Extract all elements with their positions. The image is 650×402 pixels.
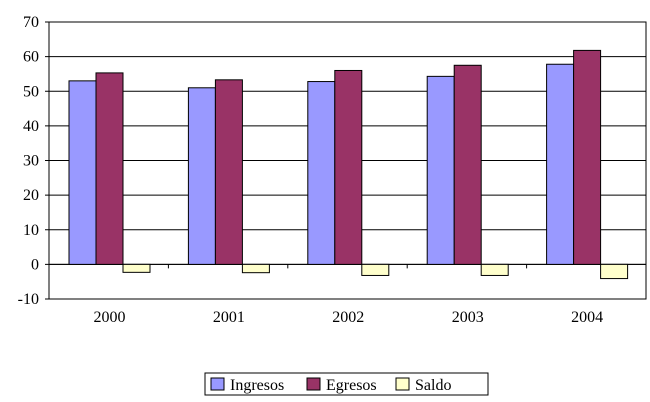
x-tick-label: 2002 [332, 309, 364, 326]
bar-egresos-2004 [573, 49, 602, 265]
legend-label-ingresos: Ingresos [230, 377, 284, 394]
legend-swatch-ingresos [210, 377, 225, 391]
y-tick-label: 60 [23, 49, 39, 66]
y-tick-label: 40 [23, 118, 39, 135]
bar-ingresos-2004 [546, 63, 575, 265]
x-tick-label: 2001 [213, 309, 245, 326]
bar-saldo-2001 [241, 263, 270, 274]
legend [204, 372, 489, 396]
bar-egresos-2000 [95, 72, 124, 265]
legend-label-egresos: Egresos [326, 377, 377, 394]
bar-ingresos-2003 [426, 75, 455, 265]
y-tick-label: 0 [31, 256, 39, 273]
y-tick-label: 20 [23, 187, 39, 204]
y-tick-label: -10 [18, 291, 39, 308]
bar-ingresos-2000 [68, 80, 97, 265]
bar-saldo-2002 [361, 263, 390, 276]
y-tick-label: 10 [23, 222, 39, 239]
bar-ingresos-2001 [187, 87, 216, 265]
bar-saldo-2003 [480, 263, 509, 276]
y-tick-label: 50 [23, 83, 39, 100]
bar-egresos-2003 [453, 64, 482, 265]
bar-saldo-2004 [600, 263, 629, 280]
x-tick-label: 2004 [571, 309, 603, 326]
y-tick-label: 30 [23, 153, 39, 170]
bar-ingresos-2002 [307, 81, 336, 265]
legend-swatch-saldo [395, 377, 410, 391]
x-tick-label: 2003 [452, 309, 484, 326]
legend-swatch-egresos [306, 377, 321, 391]
bar-egresos-2002 [334, 69, 363, 265]
bar-saldo-2000 [122, 263, 151, 273]
y-tick-label: 70 [23, 14, 39, 31]
bar-egresos-2001 [214, 79, 243, 265]
x-tick-label: 2000 [94, 309, 126, 326]
legend-label-saldo: Saldo [415, 377, 451, 394]
